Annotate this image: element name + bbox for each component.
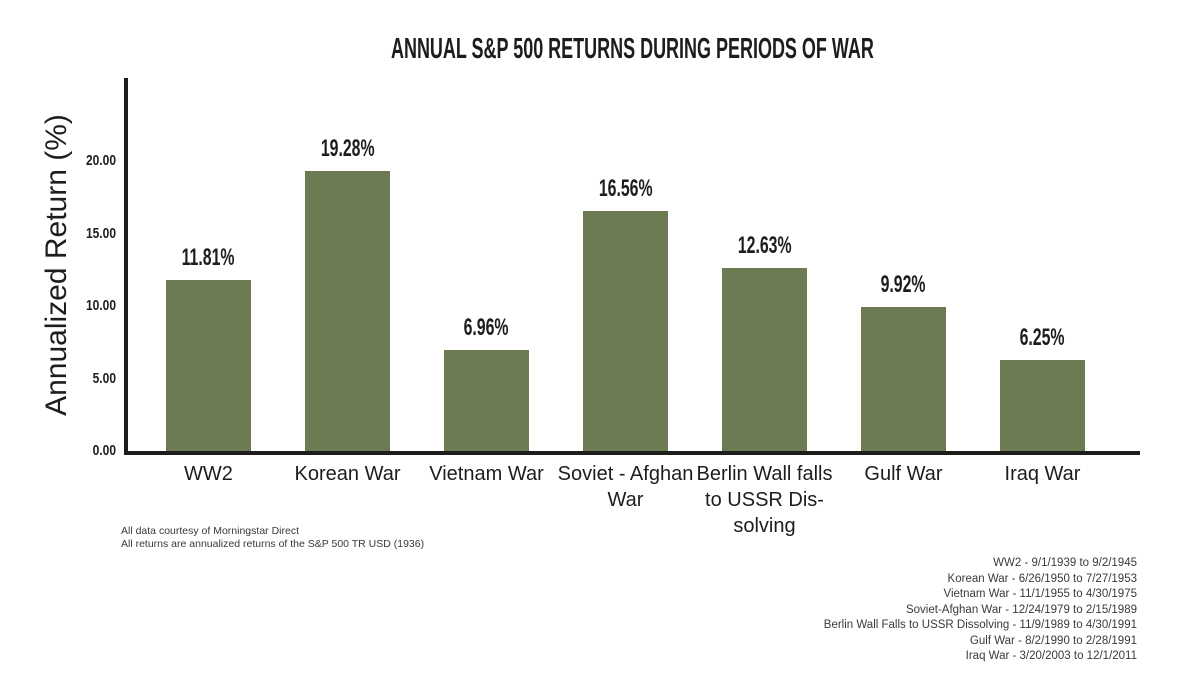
bar-value-text: 12.63% (737, 232, 792, 259)
bar-value-label: 19.28% (278, 135, 417, 163)
y-tick-label: 20.00 (85, 152, 116, 169)
footnote-line-2: All returns are annualized returns of th… (121, 538, 425, 550)
x-category-label: Gulf War (864, 463, 943, 485)
bar (444, 350, 529, 451)
bar-value-text: 16.56% (598, 175, 653, 202)
bar-value-text: 6.25% (1020, 324, 1065, 351)
bar-value-label: 6.25% (973, 324, 1112, 352)
bar-value-text: 6.96% (464, 314, 509, 341)
x-category-label: Iraq War (1004, 463, 1081, 485)
y-tick-label: 0.00 (92, 442, 116, 459)
bar-value-text: 11.81% (182, 244, 235, 271)
war-period-item: WW2 - 9/1/1939 to 9/2/1945 (993, 557, 1137, 569)
bar-value-text: 19.28% (320, 135, 375, 162)
bar-value-label: 6.96% (417, 314, 556, 342)
y-tick-label: 5.00 (92, 369, 116, 387)
chart-title-text: ANNUAL S&P 500 RETURNS DURING PERIODS OF… (390, 33, 874, 65)
war-period-item: Korean War - 6/26/1950 to 7/27/1953 (947, 572, 1137, 585)
bar-value-label: 11.81% (139, 244, 278, 272)
war-period-item: Berlin Wall Falls to USSR Dissolving - 1… (823, 619, 1137, 631)
war-period-item: Soviet-Afghan War - 12/24/1979 to 2/15/1… (905, 603, 1137, 616)
footnotes: All data courtesy of Morningstar Direct … (121, 525, 424, 551)
x-category-label: WW2 (184, 463, 233, 485)
bar-value-text: 9.92% (881, 271, 926, 298)
war-period-item: Iraq War - 3/20/2003 to 12/1/2011 (965, 650, 1137, 662)
bar (166, 280, 251, 451)
bar (583, 211, 668, 451)
y-axis-title: Annualized Return (%) (40, 114, 73, 416)
bar-value-label: 9.92% (834, 271, 973, 299)
x-category-label: Vietnam War (429, 463, 544, 485)
bar-value-label: 16.56% (556, 175, 695, 203)
footnote-line-1: All data courtesy of Morningstar Direct (121, 525, 299, 537)
bar (305, 171, 390, 451)
y-tick-label: 10.00 (85, 297, 116, 314)
war-periods-list: WW2 - 9/1/1939 to 9/2/1945 Korean War - 6… (824, 556, 1137, 665)
plot-area (124, 78, 1140, 455)
chart-title: ANNUAL S&P 500 RETURNS DURING PERIODS OF… (124, 32, 1140, 66)
bar-value-label: 12.63% (695, 232, 834, 260)
x-category-label: Soviet - Afghan War (557, 463, 694, 511)
war-period-item: Gulf War - 8/2/1990 to 2/28/1991 (969, 634, 1137, 647)
war-period-item: Vietnam War - 11/1/1955 to 4/30/1975 (943, 588, 1138, 600)
y-tick-label: 15.00 (85, 224, 116, 242)
bar (722, 268, 807, 451)
x-category-label: Korean War (294, 463, 401, 485)
x-category-label: Berlin Wall falls to USSR Dis- solving (696, 463, 833, 537)
bar (861, 307, 946, 451)
bar (1000, 360, 1085, 451)
